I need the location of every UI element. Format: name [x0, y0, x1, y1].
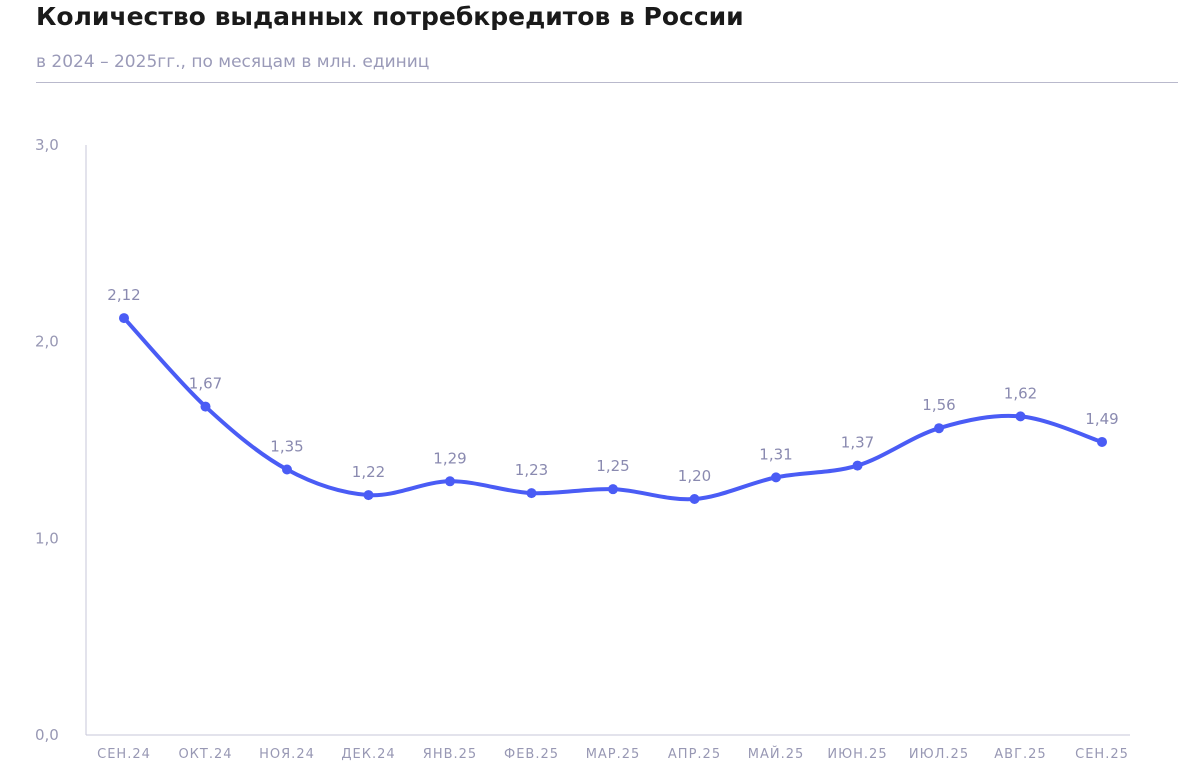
x-tick-label: ФЕВ.25	[504, 747, 559, 762]
x-axis-ticks: СЕН.24 ОКТ.24 НОЯ.24 ДЕК.24 ЯНВ.25 ФЕВ.25 МАР.…	[97, 746, 1129, 762]
data-point	[526, 488, 537, 499]
data-label: 1,23	[515, 461, 548, 479]
x-tick-label: МАР.25	[586, 747, 641, 762]
data-label: 1,20	[678, 467, 711, 485]
data-labels: 2,12 1,67 1,35 1,22 1,29 1,23 1,25 1,20 1,31 1,37…	[107, 286, 1118, 485]
y-axis-ticks: 0,0 1,0 2,0 3,0	[35, 136, 59, 744]
data-point	[689, 494, 700, 504]
data-label: 2,12	[107, 286, 140, 304]
data-label: 1,25	[596, 457, 629, 475]
x-tick-label: АВГ.25	[994, 747, 1046, 762]
data-point	[771, 472, 781, 483]
chart-axes	[85, 145, 1130, 736]
data-point	[1015, 411, 1026, 422]
y-tick-label: 0,0	[35, 726, 59, 744]
x-tick-label: ИЮН.25	[827, 747, 887, 762]
data-label: 1,37	[841, 434, 874, 452]
data-label: 1,62	[1004, 384, 1037, 402]
data-points	[119, 313, 1107, 504]
x-tick-label: ЯНВ.25	[423, 747, 477, 762]
data-point	[852, 460, 863, 471]
x-tick-label: ОКТ.24	[178, 747, 232, 762]
data-point	[445, 476, 455, 487]
x-tick-label: НОЯ.24	[259, 747, 315, 762]
data-point	[608, 484, 618, 495]
chart-subtitle: в 2024 – 2025гг., по месяцам в млн. един…	[36, 52, 430, 72]
x-tick-label: СЕН.25	[1075, 747, 1129, 762]
y-tick-label: 2,0	[35, 333, 59, 351]
x-tick-label: ДЕК.24	[341, 747, 395, 762]
data-label: 1,56	[922, 396, 955, 414]
data-point	[934, 423, 944, 434]
chart-title: Количество выданных потребкредитов в Рос…	[36, 2, 744, 31]
data-label: 1,49	[1085, 410, 1118, 428]
data-point	[200, 401, 211, 412]
data-point	[119, 313, 129, 324]
y-tick-label: 1,0	[35, 529, 59, 547]
data-label: 1,35	[270, 438, 303, 456]
y-tick-label: 3,0	[35, 136, 59, 154]
data-point	[363, 490, 374, 501]
x-tick-label: МАЙ.25	[748, 746, 805, 762]
data-label: 1,67	[189, 375, 222, 393]
data-label: 1,29	[433, 449, 466, 467]
data-label: 1,22	[352, 463, 385, 481]
data-label: 1,31	[759, 445, 792, 463]
x-tick-label: АПР.25	[668, 747, 721, 762]
x-tick-label: СЕН.24	[97, 747, 151, 762]
data-point	[1097, 436, 1107, 447]
x-tick-label: ИЮЛ.25	[909, 747, 969, 762]
data-point	[282, 464, 292, 475]
header-divider	[36, 82, 1178, 83]
